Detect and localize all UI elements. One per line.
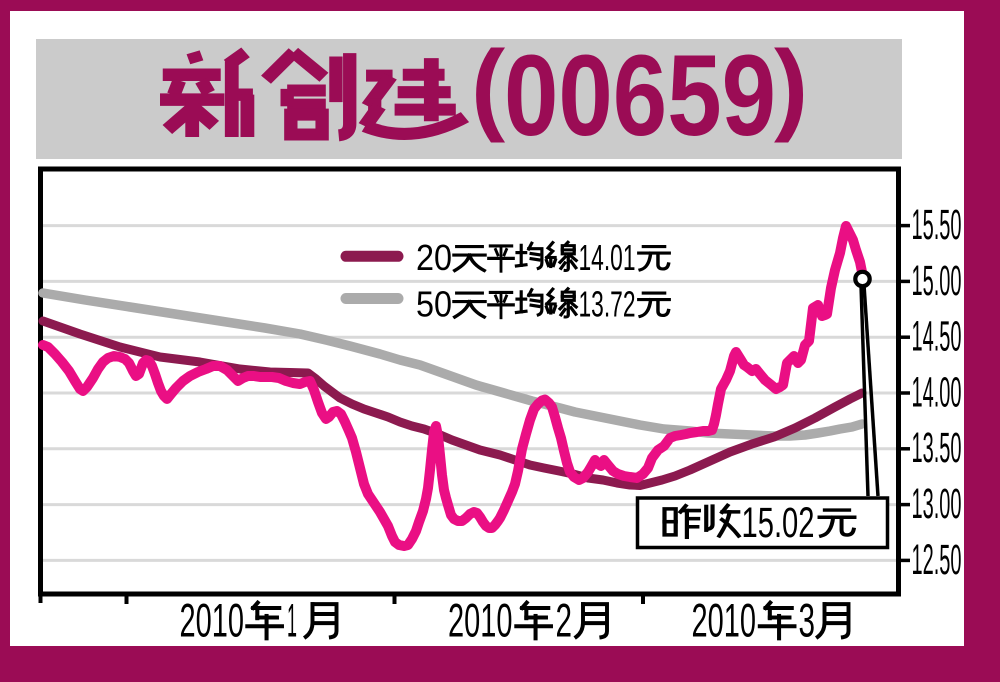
svg-text:3: 3 [799,594,816,647]
svg-text:50: 50 [416,284,452,325]
svg-text:14.00: 14.00 [912,369,962,416]
svg-text:12.50: 12.50 [912,537,962,584]
svg-text:1: 1 [287,594,297,647]
svg-text:2010: 2010 [180,594,245,647]
svg-text:2010: 2010 [448,594,513,647]
svg-text:): ) [774,29,808,144]
svg-text:2: 2 [556,594,573,647]
svg-text:14.50: 14.50 [912,314,962,361]
svg-text:15.00: 15.00 [912,258,962,305]
svg-text:20: 20 [416,237,452,278]
svg-text:2010: 2010 [692,594,757,647]
svg-text:13.50: 13.50 [912,425,962,472]
svg-text:15.02: 15.02 [742,500,815,547]
svg-text:13.00: 13.00 [912,481,962,528]
svg-text:00659: 00659 [504,32,776,160]
svg-text:13.72: 13.72 [579,284,636,325]
svg-text:15.50: 15.50 [912,202,962,249]
svg-text:14.01: 14.01 [579,237,636,278]
svg-text:(: ( [471,29,506,144]
